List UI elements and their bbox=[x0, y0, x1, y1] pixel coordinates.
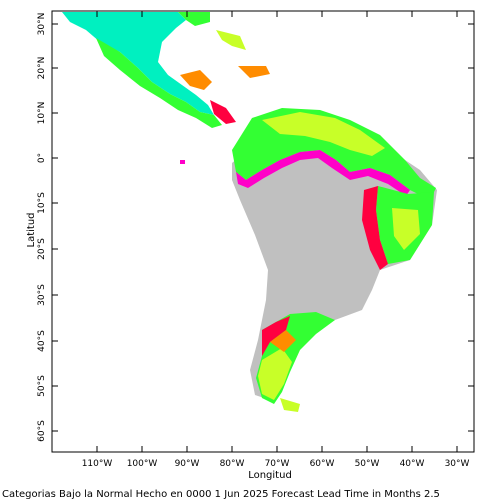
central-america-band bbox=[180, 70, 212, 90]
y-axis-title: Latitud bbox=[26, 212, 37, 247]
lat-tick-label: 0° bbox=[37, 153, 47, 163]
lon-tick-label: 40°W bbox=[400, 459, 425, 469]
lat-tick-label: 20°N bbox=[37, 57, 47, 80]
lat-tick-label: 60°S bbox=[37, 420, 47, 442]
lat-tick-label: 30°N bbox=[37, 13, 47, 36]
patagonia-orange bbox=[270, 330, 296, 352]
lon-tick-label: 90°W bbox=[175, 459, 200, 469]
lat-tick-label: 50°S bbox=[37, 375, 47, 397]
tierra-del-fuego bbox=[280, 398, 300, 412]
lat-tick-label: 10°N bbox=[37, 102, 47, 125]
lon-tick-label: 60°W bbox=[310, 459, 335, 469]
lon-tick-label: 30°W bbox=[445, 459, 470, 469]
lon-tick-label: 80°W bbox=[220, 459, 245, 469]
north-sa-magenta-edge bbox=[236, 150, 410, 196]
lon-tick-label: 100°W bbox=[127, 459, 158, 469]
lat-tick-label: 10°S bbox=[37, 192, 47, 214]
patagonia-yellow bbox=[258, 348, 292, 400]
north-sa-yellow bbox=[262, 112, 385, 156]
central-america-red bbox=[210, 100, 236, 124]
lat-tick-labels: 30°N 20°N 10°N 0° 10°S 20°S 30°S 40°S 50… bbox=[37, 13, 47, 442]
lon-tick-label: 70°W bbox=[265, 459, 290, 469]
lon-tick-label: 110°W bbox=[82, 459, 113, 469]
brazil-east-yellow bbox=[392, 208, 420, 250]
lat-tick-label: 40°S bbox=[37, 330, 47, 352]
patagonia-red-edge bbox=[262, 316, 290, 356]
map-caption: Categorias Bajo la Normal Hecho en 0000 … bbox=[2, 489, 440, 500]
florida-orange bbox=[238, 66, 270, 78]
galapagos bbox=[180, 160, 185, 164]
lon-tick-labels: 110°W 100°W 90°W 80°W 70°W 60°W 50°W 40°… bbox=[82, 459, 470, 469]
lat-ticks bbox=[52, 23, 474, 432]
brazil-east-red-edge bbox=[362, 186, 388, 270]
mexico-region bbox=[62, 12, 214, 115]
x-axis-title: Longitud bbox=[248, 470, 292, 481]
lon-ticks bbox=[96, 11, 458, 452]
lat-tick-label: 20°S bbox=[37, 238, 47, 260]
us-south-strip bbox=[178, 12, 210, 26]
lat-tick-label: 30°S bbox=[37, 284, 47, 306]
mexico-green-band bbox=[96, 38, 222, 128]
lon-tick-label: 50°W bbox=[355, 459, 380, 469]
caribbean-yellow bbox=[216, 30, 246, 50]
